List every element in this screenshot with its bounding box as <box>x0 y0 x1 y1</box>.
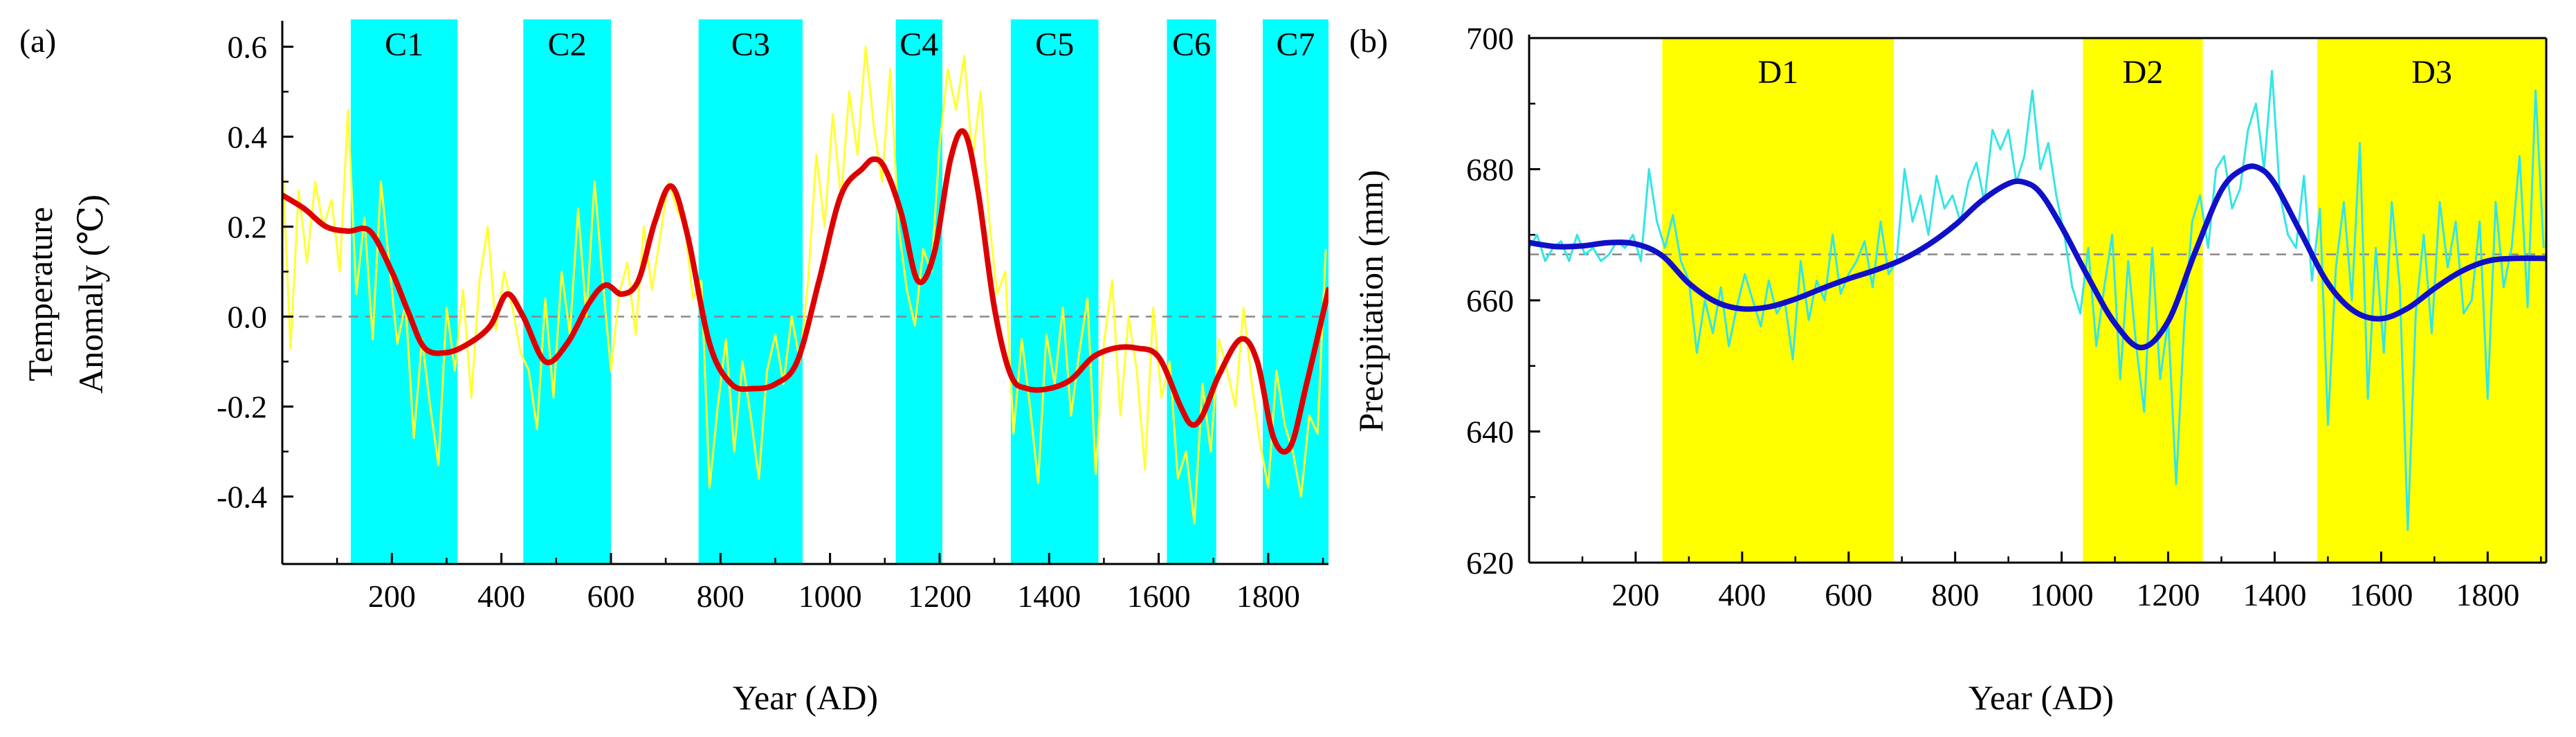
cold-period-band-label-c3: C3 <box>731 26 770 63</box>
dry-period-band-d1 <box>1662 38 1894 563</box>
temperature-raw-line <box>282 46 1327 525</box>
dry-period-band-label-d3: D3 <box>2411 54 2452 91</box>
cold-period-band-label-c1: C1 <box>385 26 423 63</box>
precipitation-y-axis-title: Precipitation (mm) <box>1351 170 1390 432</box>
dry-period-labels: D1 D2 D3 <box>1757 54 2451 91</box>
precipitation-x-tick-label: 1800 <box>2456 577 2519 612</box>
temperature-x-tick-label: 1800 <box>1236 579 1300 614</box>
precipitation-y-tick-label: 700 <box>1466 21 1514 56</box>
precipitation-x-tick-label: 1400 <box>2242 577 2306 612</box>
temperature-axes <box>281 21 1328 565</box>
temperature-x-tick-label: 1400 <box>1017 579 1081 614</box>
precipitation-x-tick-label: 800 <box>1931 577 1979 612</box>
panel-b-tag: (b) <box>1349 23 1388 60</box>
temperature-x-tick-label: 1600 <box>1127 579 1191 614</box>
temperature-x-tick-label: 200 <box>368 579 416 614</box>
precipitation-x-tick-label: 200 <box>1611 577 1659 612</box>
temperature-x-axis-title: Year (AD) <box>733 678 878 717</box>
precipitation-y-tick-label: 660 <box>1466 283 1514 318</box>
precipitation-y-tick-label: 680 <box>1466 152 1514 188</box>
temperature-y-tick-label: 0.2 <box>228 210 268 245</box>
smoothed-temperature-series <box>282 128 1328 455</box>
precipitation-smoothed-line <box>1529 163 2546 351</box>
panel-a-tag: (a) <box>19 23 56 60</box>
temperature-y-axis-title-line2: Anomaly (℃) <box>71 194 110 394</box>
temperature-x-tick-label: 1200 <box>908 579 971 614</box>
temperature-y-axis-title-line1: Temperature <box>21 207 60 381</box>
cold-period-band-c3 <box>698 19 803 564</box>
precipitation-x-tick-label: 1600 <box>2349 577 2413 612</box>
cold-period-band-label-c7: C7 <box>1276 26 1315 63</box>
dry-period-band-label-d2: D2 <box>2123 54 2164 91</box>
cold-period-band-label-c5: C5 <box>1035 26 1074 63</box>
cold-period-band-label-c6: C6 <box>1172 26 1211 63</box>
precipitation-x-tick-label: 400 <box>1718 577 1766 612</box>
temperature-x-tick-label: 1000 <box>798 579 862 614</box>
cold-period-band-label-c2: C2 <box>548 26 587 63</box>
precipitation-x-axis-title: Year (AD) <box>1968 678 2114 717</box>
annual-temperature-series <box>282 46 1327 525</box>
precipitation-y-tick-label: 640 <box>1466 415 1514 450</box>
temperature-y-tick-label: -0.2 <box>217 390 267 425</box>
temperature-x-tick-label: 400 <box>477 579 525 614</box>
dry-period-band-d3 <box>2317 38 2546 563</box>
cold-period-labels: C1 C2 C3 C4 C5 C6 C7 <box>385 26 1315 63</box>
temperature-y-tick-label: 0.0 <box>228 300 268 335</box>
temperature-x-tick-label: 600 <box>587 579 634 614</box>
temperature-y-tick-label: 0.4 <box>228 120 268 155</box>
precipitation-raw-line <box>1529 69 2545 531</box>
temperature-y-tick-label: -0.4 <box>217 480 267 515</box>
temperature-ticks: 200 400 600 800 1000 1200 1400 1600 1800 -0.4 -0.2… <box>217 30 1324 614</box>
precipitation-chart-panel: (b) D1 D2 D3 200 400 600 800 1000 1200 1400 1600 1… <box>1349 21 2548 717</box>
temperature-chart-panel: (a) C1 C2 C3 C4 C5 C6 C7 200 400 600 800 1000 1200 1… <box>19 19 1328 717</box>
precipitation-x-tick-label: 600 <box>1825 577 1872 612</box>
dry-period-bands <box>1662 38 2546 563</box>
cold-period-band-c7 <box>1263 19 1328 564</box>
temperature-smoothed-line <box>282 128 1328 455</box>
precipitation-ticks: 200 400 600 800 1000 1200 1400 1600 1800 620 640 66… <box>1466 21 2542 612</box>
temperature-y-tick-label: 0.6 <box>228 30 268 65</box>
precipitation-x-tick-label: 1000 <box>2030 577 2094 612</box>
precipitation-x-tick-label: 1200 <box>2137 577 2200 612</box>
cold-period-band-c1 <box>350 19 458 564</box>
cold-period-band-c5 <box>1010 19 1099 564</box>
dry-period-band-label-d1: D1 <box>1757 54 1798 91</box>
cold-period-band-label-c4: C4 <box>899 26 938 63</box>
precipitation-y-tick-label: 620 <box>1466 545 1514 581</box>
cold-period-bands <box>350 19 1328 564</box>
annual-precipitation-series <box>1529 69 2545 531</box>
cold-period-band-c6 <box>1167 19 1216 564</box>
smoothed-precipitation-series <box>1529 163 2546 351</box>
precipitation-axes <box>1528 35 2548 564</box>
temperature-x-tick-label: 800 <box>697 579 745 614</box>
